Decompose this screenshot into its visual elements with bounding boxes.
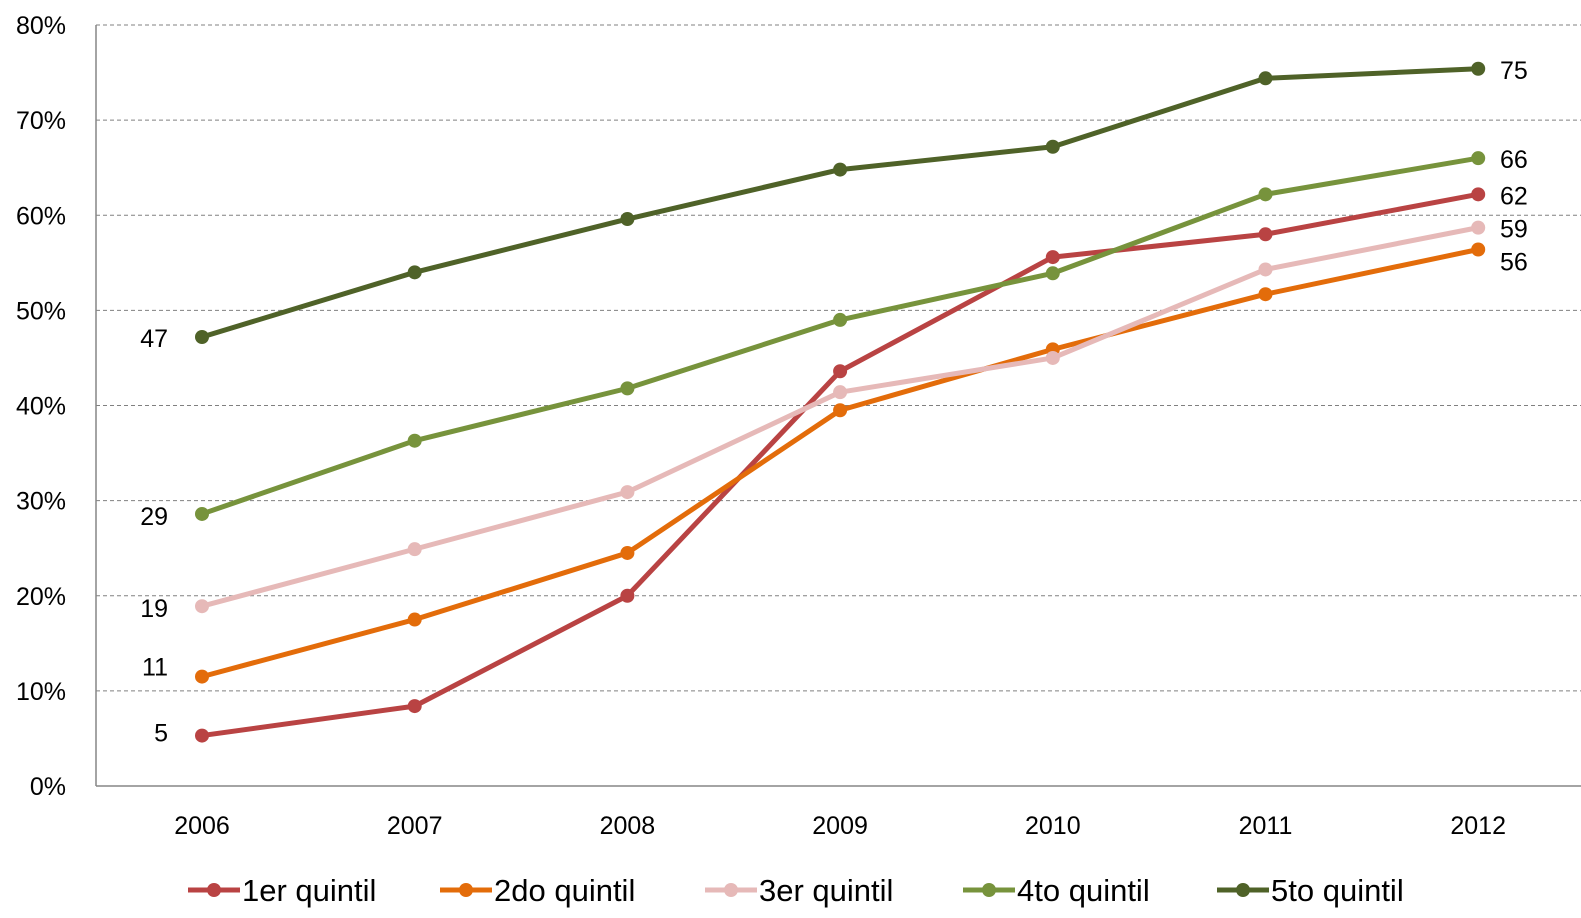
start-data-label: 11 bbox=[142, 654, 168, 682]
data-point bbox=[195, 506, 209, 521]
start-data-label: 5 bbox=[154, 720, 168, 748]
series-line bbox=[199, 155, 1481, 517]
data-point bbox=[1045, 350, 1060, 365]
data-point bbox=[195, 599, 209, 614]
series-3 bbox=[195, 220, 1486, 614]
data-point bbox=[1471, 61, 1486, 76]
x-tick-label: 2006 bbox=[174, 812, 230, 840]
data-point bbox=[1471, 187, 1486, 202]
data-point bbox=[1045, 139, 1060, 154]
end-data-label: 56 bbox=[1500, 248, 1528, 276]
data-point bbox=[620, 381, 635, 396]
data-point bbox=[195, 669, 209, 684]
data-point bbox=[195, 728, 209, 743]
x-tick-label: 2007 bbox=[387, 812, 443, 840]
x-tick-label: 2012 bbox=[1450, 812, 1506, 840]
legend-item[interactable]: 3er quintil bbox=[705, 873, 893, 908]
data-point bbox=[1258, 71, 1273, 86]
legend-marker bbox=[459, 883, 473, 897]
data-point bbox=[620, 485, 635, 500]
legend-marker bbox=[982, 883, 996, 897]
x-tick-label: 2009 bbox=[812, 812, 868, 840]
legend-item[interactable]: 4to quintil bbox=[963, 873, 1150, 908]
data-point bbox=[833, 364, 848, 379]
data-point bbox=[620, 212, 635, 227]
data-point bbox=[1258, 287, 1273, 302]
data-point bbox=[407, 265, 422, 280]
legend-item[interactable]: 5to quintil bbox=[1217, 873, 1404, 908]
y-tick-label: 10% bbox=[16, 678, 66, 706]
data-point bbox=[1258, 262, 1273, 277]
data-point bbox=[1471, 220, 1486, 235]
x-tick-labels: 2006 2007 2008 2009 2010 2011 2012 bbox=[174, 812, 1506, 840]
data-point bbox=[1471, 242, 1486, 257]
series-line bbox=[199, 191, 1481, 739]
y-tick-label: 30% bbox=[16, 488, 66, 516]
data-point bbox=[620, 545, 635, 560]
data-point bbox=[833, 312, 848, 327]
start-data-label: 19 bbox=[140, 595, 168, 623]
legend-item[interactable]: 1er quintil bbox=[188, 873, 376, 908]
series-5 bbox=[195, 61, 1486, 345]
axes bbox=[95, 25, 1581, 787]
y-tick-label: 20% bbox=[16, 583, 66, 611]
series-lines bbox=[195, 61, 1486, 743]
data-point bbox=[195, 330, 209, 345]
y-tick-label: 60% bbox=[16, 202, 66, 230]
end-data-label: 66 bbox=[1500, 146, 1528, 174]
data-point bbox=[407, 612, 422, 627]
y-tick-label: 0% bbox=[30, 773, 66, 801]
data-point bbox=[407, 433, 422, 448]
legend-label: 2do quintil bbox=[494, 873, 635, 908]
y-tick-label: 50% bbox=[16, 297, 66, 325]
data-point bbox=[407, 542, 422, 557]
x-tick-label: 2008 bbox=[600, 812, 656, 840]
data-point bbox=[1045, 250, 1060, 265]
y-tick-label: 70% bbox=[16, 107, 66, 135]
start-data-label: 47 bbox=[140, 325, 168, 353]
data-point bbox=[1471, 151, 1486, 166]
legend-marker bbox=[207, 883, 221, 897]
y-tick-label: 80% bbox=[16, 12, 66, 40]
legend-label: 1er quintil bbox=[242, 873, 376, 908]
y-tick-label: 40% bbox=[16, 393, 66, 421]
data-point bbox=[620, 588, 635, 603]
legend[interactable]: 1er quintil 2do quintil 3er quintil 4to qui… bbox=[188, 873, 1404, 908]
gridlines bbox=[96, 24, 1581, 692]
data-point bbox=[1258, 227, 1273, 242]
series-2 bbox=[195, 242, 1486, 684]
series-line bbox=[199, 66, 1481, 340]
legend-marker bbox=[1236, 883, 1250, 897]
data-labels: 5 62 11 56 19 59 29 66 47 75 bbox=[140, 57, 1528, 748]
end-data-label: 62 bbox=[1500, 182, 1528, 210]
legend-label: 5to quintil bbox=[1271, 873, 1404, 908]
end-data-label: 75 bbox=[1500, 57, 1528, 85]
legend-item[interactable]: 2do quintil bbox=[440, 873, 635, 908]
legend-label: 4to quintil bbox=[1017, 873, 1150, 908]
y-tick-labels: 0% 10% 20% 30% 40% 50% 60% 70% 80% bbox=[16, 12, 66, 801]
data-point bbox=[407, 699, 422, 714]
data-point bbox=[1258, 187, 1273, 202]
data-point bbox=[833, 403, 848, 418]
start-data-label: 29 bbox=[140, 503, 168, 531]
end-data-label: 59 bbox=[1500, 216, 1528, 244]
data-point bbox=[1045, 266, 1060, 281]
series-4 bbox=[195, 151, 1486, 521]
x-tick-label: 2011 bbox=[1239, 812, 1293, 840]
data-point bbox=[833, 385, 848, 400]
x-tick-label: 2010 bbox=[1025, 812, 1081, 840]
series-1 bbox=[195, 187, 1486, 743]
data-point bbox=[833, 162, 848, 177]
legend-label: 3er quintil bbox=[759, 873, 893, 908]
legend-marker bbox=[724, 883, 738, 897]
